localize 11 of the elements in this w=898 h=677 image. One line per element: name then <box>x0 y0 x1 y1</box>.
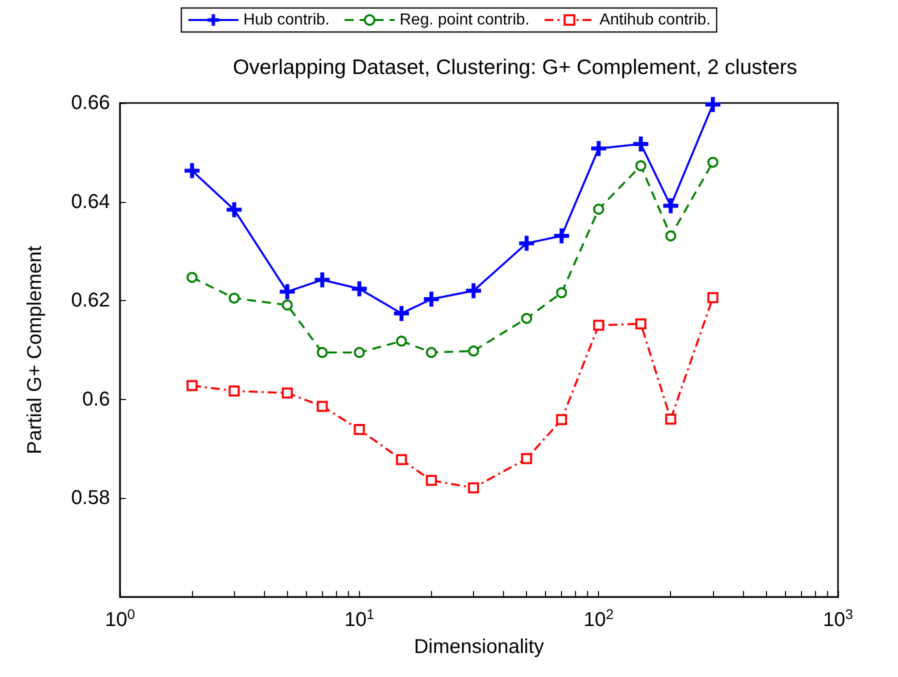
y-tick-label: 0.66 <box>71 92 110 114</box>
y-tick-label: 0.62 <box>71 290 110 312</box>
chart-title: Overlapping Dataset, Clustering: G+ Complement, 2 clusters <box>232 56 798 79</box>
y-tick-label: 0.58 <box>71 487 110 510</box>
x-axis-title: Dimensionality <box>414 636 544 658</box>
legend-label: Antihub contrib. <box>599 12 711 28</box>
y-tick-label: 0.64 <box>71 190 110 213</box>
y-axis-title: Partial G+ Complement <box>24 245 46 454</box>
legend-label: Hub contrib. <box>243 12 330 28</box>
y-tick-label: 0.6 <box>82 388 110 410</box>
legend-label: Reg. point contrib. <box>400 12 530 28</box>
